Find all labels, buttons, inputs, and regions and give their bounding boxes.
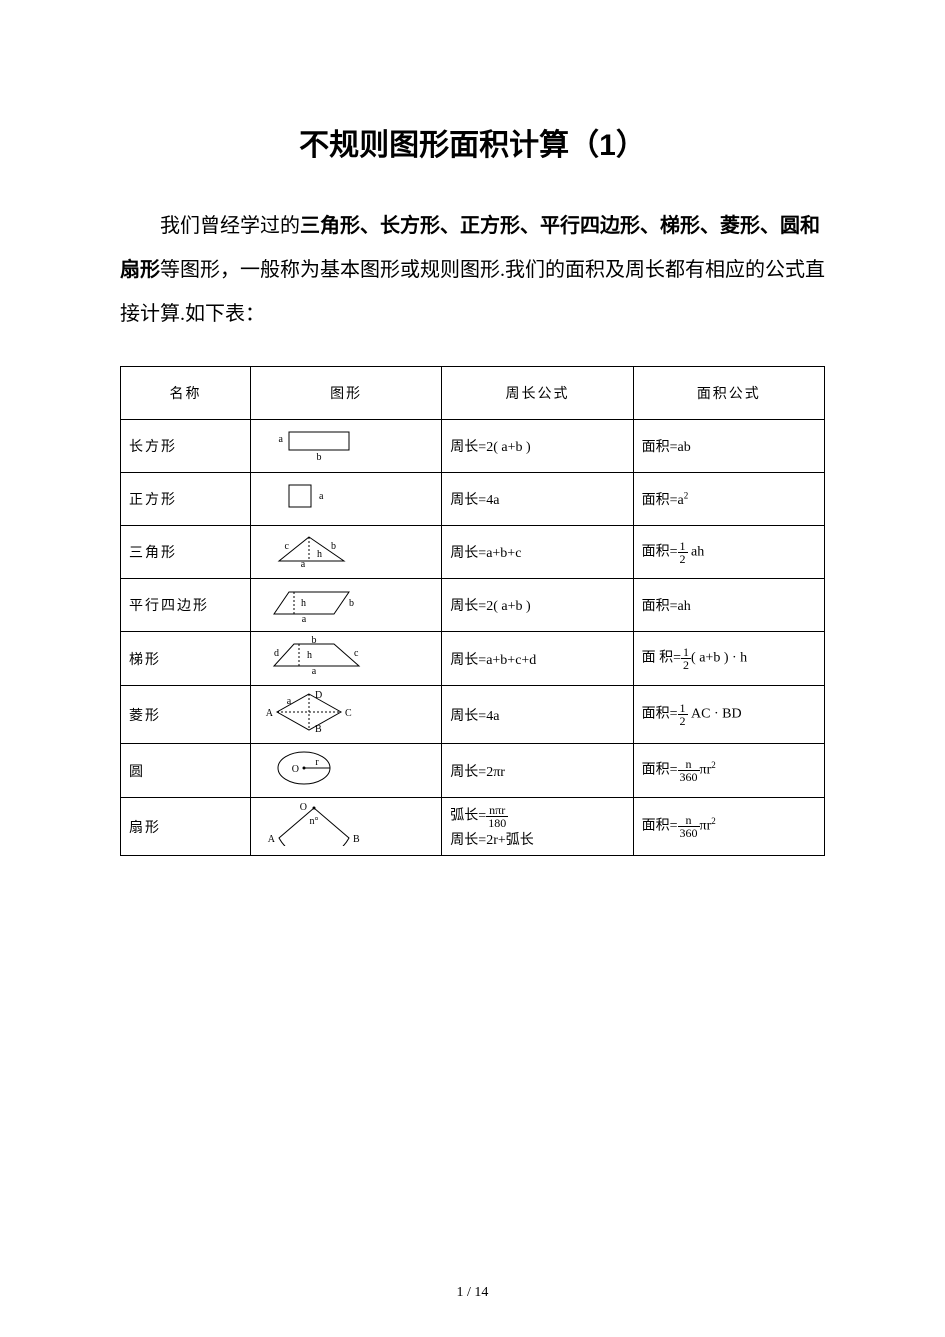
shape-cell: Or <box>250 744 441 798</box>
svg-text:a: a <box>302 614 307 622</box>
name-cell: 梯形 <box>121 632 251 686</box>
header-name: 名称 <box>121 367 251 420</box>
name-cell: 三角形 <box>121 526 251 579</box>
name-cell: 正方形 <box>121 473 251 526</box>
svg-text:a: a <box>301 559 306 569</box>
name-cell: 圆 <box>121 744 251 798</box>
svg-text:c: c <box>285 541 290 552</box>
formula-table: 名称 图形 周长公式 面积公式 长方形ab周长=2( a+b )面积=ab正方形… <box>120 366 825 856</box>
table-row: 圆Or周长=2πr面积=n360πr2 <box>121 744 825 798</box>
table-body: 长方形ab周长=2( a+b )面积=ab正方形a周长=4a面积=a2三角形cb… <box>121 420 825 856</box>
svg-text:O: O <box>292 764 299 775</box>
table-row: 三角形 c bh a 周长=a+b+c面积=12 ah <box>121 526 825 579</box>
svg-text:D: D <box>315 690 322 701</box>
area-cell: 面积=ah <box>633 579 824 632</box>
shape-cell: c bh a <box>250 526 441 579</box>
svg-text:r: r <box>315 757 319 768</box>
svg-text:h: h <box>301 598 306 609</box>
svg-text:b: b <box>331 541 336 552</box>
svg-text:a: a <box>319 491 324 502</box>
svg-text:b: b <box>316 452 321 462</box>
area-cell: 面积=ab <box>633 420 824 473</box>
area-cell: 面积=n360πr2 <box>633 798 824 856</box>
svg-text:b: b <box>311 636 316 646</box>
name-cell: 扇形 <box>121 798 251 856</box>
shape-cell: A C D Ba <box>250 686 441 744</box>
header-area: 面积公式 <box>633 367 824 420</box>
area-cell: 面积=n360πr2 <box>633 744 824 798</box>
document-page: 不规则图形面积计算（1） 我们曾经学过的三角形、长方形、正方形、平行四边形、梯形… <box>0 0 945 1337</box>
shape-cell: O A Bn° <box>250 798 441 856</box>
svg-text:b: b <box>349 598 354 609</box>
area-cell: 面积=a2 <box>633 473 824 526</box>
header-shape: 图形 <box>250 367 441 420</box>
header-perimeter: 周长公式 <box>442 367 633 420</box>
svg-text:B: B <box>353 834 360 845</box>
svg-text:h: h <box>307 650 312 661</box>
svg-text:d: d <box>274 648 279 659</box>
intro-text-1: 我们曾经学过的 <box>160 215 300 237</box>
svg-text:a: a <box>279 434 284 445</box>
area-cell: 面积=12 ah <box>633 526 824 579</box>
page-title: 不规则图形面积计算（1） <box>120 120 825 164</box>
page-number: 1 / 14 <box>0 1285 945 1301</box>
svg-text:A: A <box>266 708 274 719</box>
area-cell: 面 积=12( a+b ) · h <box>633 632 824 686</box>
shape-cell: h b a <box>250 579 441 632</box>
perimeter-cell: 弧长=nπr180周长=2r+弧长 <box>442 798 633 856</box>
svg-text:c: c <box>354 648 359 659</box>
perimeter-cell: 周长=2πr <box>442 744 633 798</box>
name-cell: 长方形 <box>121 420 251 473</box>
perimeter-cell: 周长=4a <box>442 473 633 526</box>
svg-text:n°: n° <box>309 816 318 827</box>
svg-text:C: C <box>345 708 352 719</box>
table-row: 扇形 O A Bn° 弧长=nπr180周长=2r+弧长面积=n360πr2 <box>121 798 825 856</box>
perimeter-cell: 周长=2( a+b ) <box>442 420 633 473</box>
shape-cell: b d c ha <box>250 632 441 686</box>
area-cell: 面积=12 AC · BD <box>633 686 824 744</box>
table-row: 梯形 b d c ha 周长=a+b+c+d面 积=12( a+b ) · h <box>121 632 825 686</box>
name-cell: 菱形 <box>121 686 251 744</box>
svg-text:A: A <box>268 834 276 845</box>
svg-text:a: a <box>287 696 292 707</box>
shape-cell: a <box>250 473 441 526</box>
perimeter-cell: 周长=a+b+c <box>442 526 633 579</box>
name-cell: 平行四边形 <box>121 579 251 632</box>
table-row: 平行四边形 h b a 周长=2( a+b )面积=ah <box>121 579 825 632</box>
table-row: 正方形 a 周长=4a面积=a2 <box>121 473 825 526</box>
shape-cell: ab <box>250 420 441 473</box>
perimeter-cell: 周长=4a <box>442 686 633 744</box>
perimeter-cell: 周长=2( a+b ) <box>442 579 633 632</box>
perimeter-cell: 周长=a+b+c+d <box>442 632 633 686</box>
table-row: 长方形ab周长=2( a+b )面积=ab <box>121 420 825 473</box>
intro-text-2: 等图形，一般称为基本图形或规则图形.我们的面积及周长都有相应的公式直接计算.如下… <box>120 259 825 325</box>
svg-text:O: O <box>300 802 307 813</box>
svg-text:B: B <box>315 724 322 734</box>
table-row: 菱形 A C D Ba 周长=4a面积=12 AC · BD <box>121 686 825 744</box>
svg-text:a: a <box>312 666 317 676</box>
intro-paragraph: 我们曾经学过的三角形、长方形、正方形、平行四边形、梯形、菱形、圆和扇形等图形，一… <box>120 204 825 336</box>
table-header-row: 名称 图形 周长公式 面积公式 <box>121 367 825 420</box>
svg-text:h: h <box>317 549 322 560</box>
